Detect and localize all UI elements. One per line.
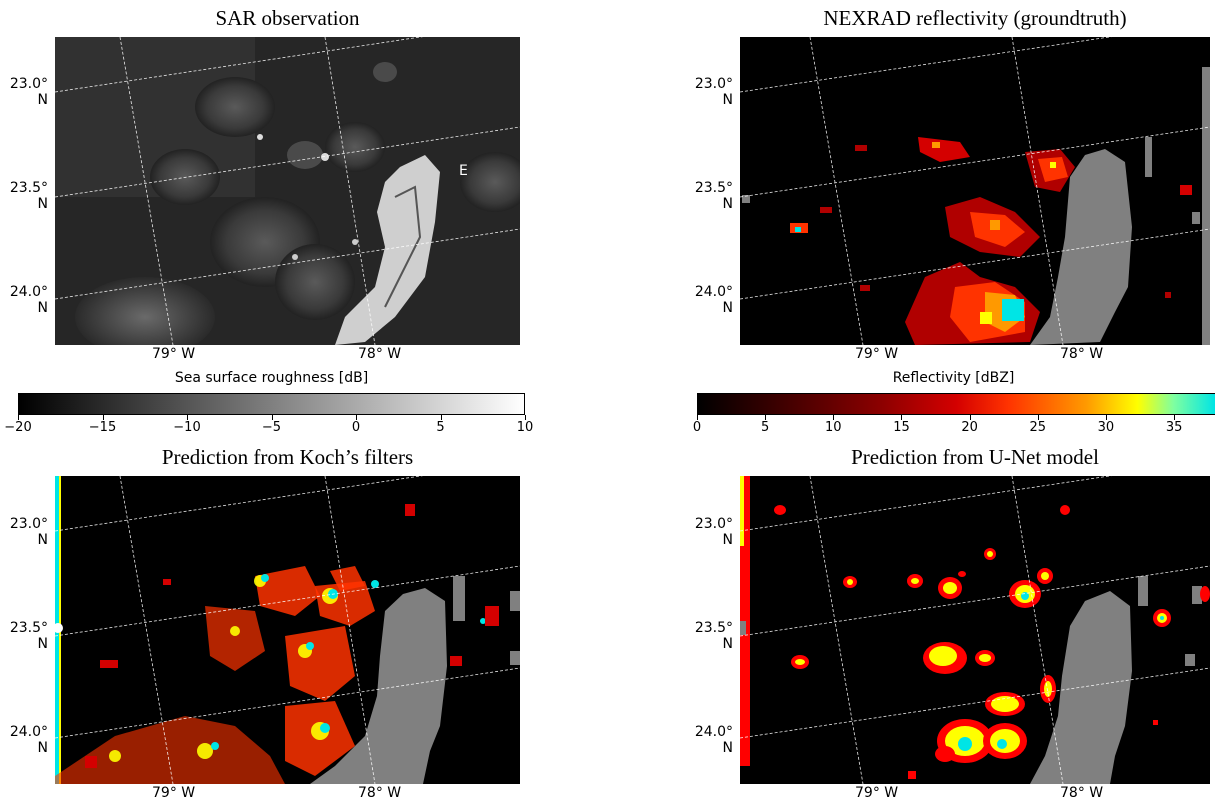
nexrad-lat-label-24-0: 24.0° N: [694, 284, 733, 316]
nexrad-lon-label-78w: 78° W: [1060, 346, 1104, 362]
koch-map: [55, 476, 520, 784]
sar-map: E: [55, 37, 520, 345]
sar-tick-label: −5: [261, 420, 282, 435]
nexrad-tick-label: 5: [761, 420, 770, 435]
nexrad-tick-mark: [765, 415, 767, 420]
koch-lon-label-78w: 78° W: [358, 785, 402, 801]
sar-tick-label: 5: [436, 420, 445, 435]
sar-tick-label: 0: [351, 420, 361, 435]
sar-annotation-e: E: [459, 163, 468, 179]
nexrad-tick-label: 10: [825, 420, 842, 435]
sar-tick-mark: [525, 415, 526, 420]
sar-lat-label-24-0: 24.0° N: [9, 284, 48, 316]
unet-lat-label-24-0: 24.0° N: [694, 724, 733, 756]
nexrad-colorbar-label: Reflectivity [dBZ]: [892, 370, 1015, 386]
nexrad-tick-label: 20: [961, 420, 978, 435]
sar-colorbar: [18, 393, 525, 415]
sar-colorbar-label: Sea surface roughness [dB]: [174, 370, 369, 386]
koch-lat-label-23-5: 23.5° N: [9, 620, 48, 652]
nexrad-lat-label-23-0: 23.0° N: [694, 76, 733, 108]
sar-tick-mark: [356, 415, 357, 420]
koch-lat-label-23-0: 23.0° N: [9, 516, 48, 548]
sar-tick-label: −15: [88, 420, 117, 435]
sar-tick-mark: [187, 415, 188, 420]
nexrad-tick-label: 15: [893, 420, 910, 435]
sar-tick-mark: [440, 415, 442, 420]
unet-lon-label-79w: 79° W: [855, 785, 899, 801]
sar-tick-mark: [102, 415, 104, 420]
sar-tick-label: 10: [516, 420, 534, 435]
nexrad-tick-mark: [1037, 415, 1039, 420]
nexrad-tick-label: 30: [1097, 420, 1115, 435]
sar-tick-label: −10: [173, 420, 201, 435]
nexrad-colorbar: [697, 393, 1215, 415]
nexrad-lat-label-23-5: 23.5° N: [694, 180, 733, 212]
sar-tick-mark: [18, 415, 19, 420]
nexrad-tick-label: 25: [1029, 420, 1047, 435]
nexrad-tick-label: 0: [692, 420, 702, 435]
nexrad-tick-label: 35: [1165, 420, 1183, 435]
sar-panel-title: SAR observation: [215, 6, 360, 30]
sar-tick-mark: [271, 415, 273, 420]
koch-lat-label-24-0: 24.0° N: [9, 724, 48, 756]
nexrad-tick-mark: [901, 415, 903, 420]
nexrad-tick-mark: [969, 415, 971, 420]
unet-panel-title: Prediction from U-Net model: [851, 445, 1099, 469]
sar-lon-label-78w: 78° W: [358, 346, 402, 362]
nexrad-map: [740, 37, 1210, 345]
unet-lon-label-78w: 78° W: [1060, 785, 1104, 801]
nexrad-tick-mark: [697, 415, 698, 420]
unet-lat-label-23-0: 23.0° N: [694, 516, 733, 548]
nexrad-tick-mark: [833, 415, 835, 420]
koch-lon-label-79w: 79° W: [152, 785, 196, 801]
unet-lat-label-23-5: 23.5° N: [694, 620, 733, 652]
koch-panel-title: Prediction from Koch’s filters: [161, 445, 414, 469]
nexrad-lon-label-79w: 79° W: [855, 346, 899, 362]
sar-tick-label: −20: [4, 420, 32, 435]
nexrad-tick-mark: [1105, 415, 1107, 420]
nexrad-panel-title: NEXRAD reflectivity (groundtruth): [823, 6, 1127, 30]
nexrad-tick-mark: [1174, 415, 1176, 420]
sar-lat-label-23-0: 23.0° N: [9, 76, 48, 108]
sar-lat-label-23-5: 23.5° N: [9, 180, 48, 212]
sar-lon-label-79w: 79° W: [152, 346, 196, 362]
unet-map: [740, 476, 1210, 784]
